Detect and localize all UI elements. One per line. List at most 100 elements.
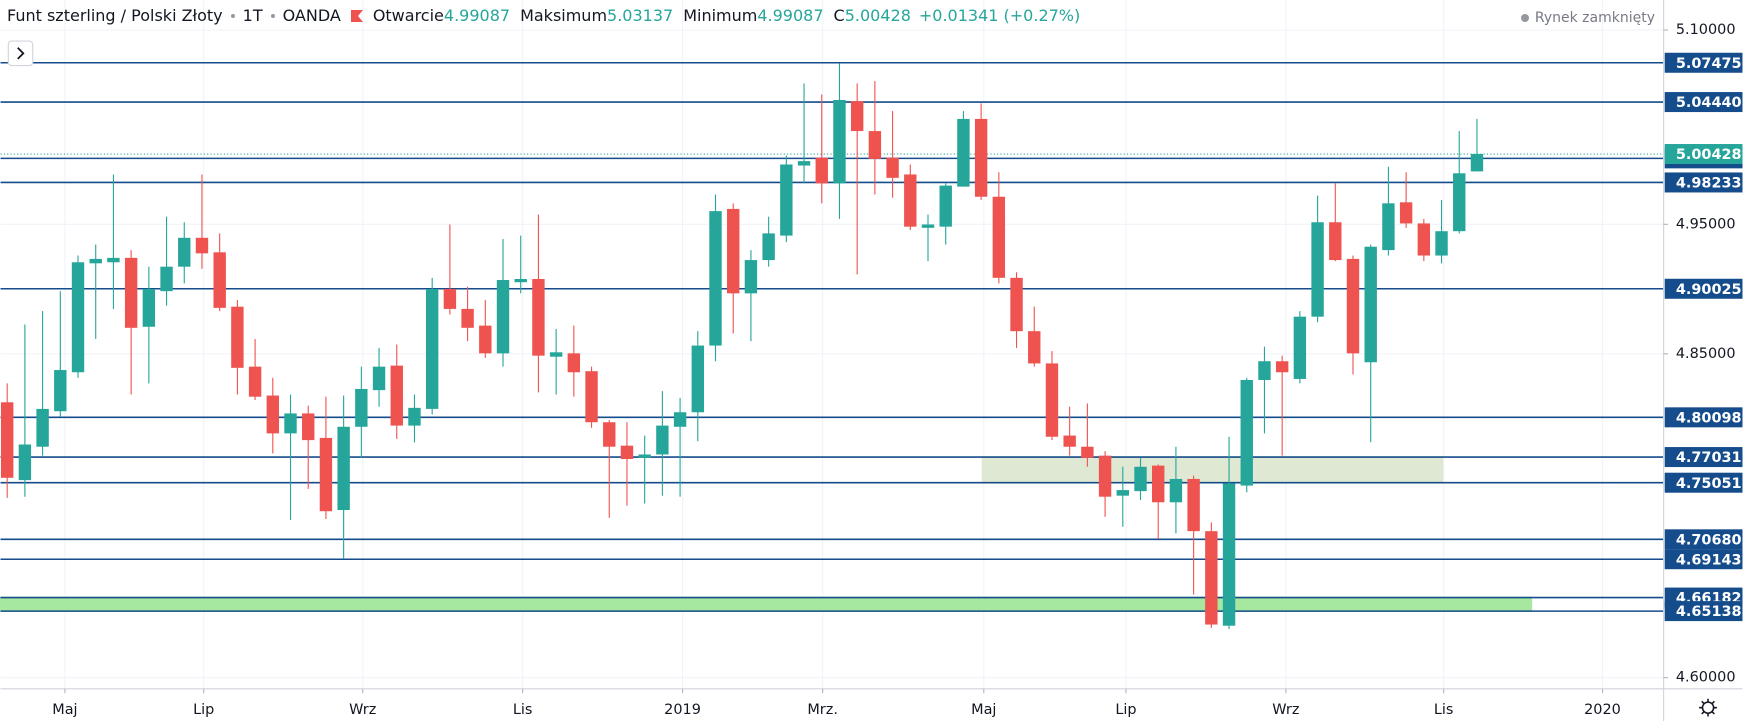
candle <box>886 111 899 198</box>
candle <box>815 94 828 204</box>
level-label-box <box>1664 529 1743 550</box>
candle-body <box>939 185 952 227</box>
scroll-button-icon[interactable] <box>17 47 25 60</box>
candle-body <box>213 252 226 308</box>
candle-body <box>1453 173 1466 232</box>
last-price-label: 5.00428 <box>1676 147 1742 163</box>
candle <box>1063 406 1076 456</box>
legend: Funt szterling / Polski Złoty 1T OANDA O… <box>7 6 1080 25</box>
candle <box>1116 466 1129 527</box>
candle-body <box>231 306 244 368</box>
x-tick-label: Wrz <box>1272 702 1299 718</box>
candle-body <box>1169 478 1183 503</box>
candle <box>1382 166 1395 256</box>
status-dot <box>1520 14 1529 22</box>
level-label-box <box>1664 92 1743 113</box>
candle <box>160 216 173 306</box>
field-name: C <box>833 6 845 25</box>
candle <box>780 155 793 243</box>
flag-icon[interactable] <box>349 9 365 23</box>
candle-body <box>1187 478 1200 532</box>
candle <box>1417 218 1431 262</box>
candle-body <box>549 352 563 357</box>
candle <box>1222 436 1236 629</box>
candle <box>54 291 67 417</box>
candle-body <box>727 208 740 294</box>
candle <box>1134 457 1147 501</box>
candle <box>1081 403 1094 467</box>
candle-body <box>1222 483 1236 626</box>
flag-shape[interactable] <box>350 9 363 22</box>
candle-body <box>337 426 350 511</box>
candle <box>178 222 191 284</box>
candle <box>337 395 350 560</box>
candle <box>1010 272 1023 348</box>
scroll-button[interactable] <box>7 40 34 67</box>
candle <box>266 377 280 454</box>
separator <box>230 13 235 18</box>
candle-body <box>1417 223 1431 256</box>
candle-body <box>780 164 793 236</box>
source: OANDA <box>282 6 341 25</box>
candle-body <box>0 402 14 478</box>
level-label: 4.80098 <box>1676 410 1742 426</box>
candle-body <box>514 278 527 283</box>
candle-body <box>1098 455 1112 497</box>
candle <box>638 435 651 504</box>
candle <box>107 174 120 309</box>
settings-gear[interactable] <box>1701 701 1715 715</box>
candle-body <box>762 233 775 261</box>
zone <box>981 456 1444 484</box>
x-tick-label: 2019 <box>664 702 701 718</box>
candle-body <box>496 280 510 354</box>
candle-body <box>1382 203 1395 251</box>
candle-body <box>1364 246 1377 363</box>
level-label-box <box>1664 172 1743 193</box>
candle <box>248 338 262 401</box>
ohlc-field: Maksimum 5.03137 <box>520 6 673 25</box>
candle-body <box>1346 258 1360 354</box>
candle <box>957 111 970 187</box>
candle <box>1098 451 1112 517</box>
candle-body <box>160 266 173 292</box>
candle <box>1240 377 1253 493</box>
level-label: 4.65138 <box>1676 604 1742 620</box>
market-status: Rynek zamknięty <box>1520 10 1655 26</box>
candle <box>1045 351 1059 441</box>
candle-body <box>744 260 758 294</box>
x-tick-label: Lis <box>513 702 533 718</box>
candle <box>567 325 581 397</box>
candle <box>1453 131 1466 234</box>
settings-gear-teeth[interactable] <box>1699 698 1717 717</box>
candle-body <box>886 157 899 178</box>
candle-body <box>443 288 457 309</box>
field-value: 5.03137 <box>607 6 674 25</box>
candle-body <box>266 395 280 434</box>
settings-icon[interactable] <box>1699 698 1717 717</box>
candle <box>284 394 297 521</box>
candle-body <box>355 388 368 427</box>
candle-body <box>1010 277 1023 332</box>
x-tick-label: Mrz. <box>807 702 838 718</box>
candle <box>0 383 14 498</box>
scroll-button-box[interactable] <box>7 40 34 67</box>
x-tick-label: Lip <box>1115 702 1136 718</box>
candle-body <box>585 371 598 423</box>
candle <box>868 81 882 195</box>
candle <box>1169 446 1183 534</box>
candle <box>213 233 226 312</box>
candle-body <box>638 454 651 458</box>
candle <box>744 250 758 342</box>
candle-body <box>532 278 545 356</box>
field-name: Otwarcie <box>372 6 444 25</box>
candle <box>1364 244 1377 443</box>
candle <box>319 396 333 519</box>
candle <box>850 83 864 275</box>
candle <box>974 103 988 200</box>
candle-body <box>390 365 403 426</box>
candle <box>390 344 403 439</box>
candle-body <box>461 308 474 328</box>
level-label-box <box>1664 447 1743 468</box>
candle <box>514 235 527 294</box>
